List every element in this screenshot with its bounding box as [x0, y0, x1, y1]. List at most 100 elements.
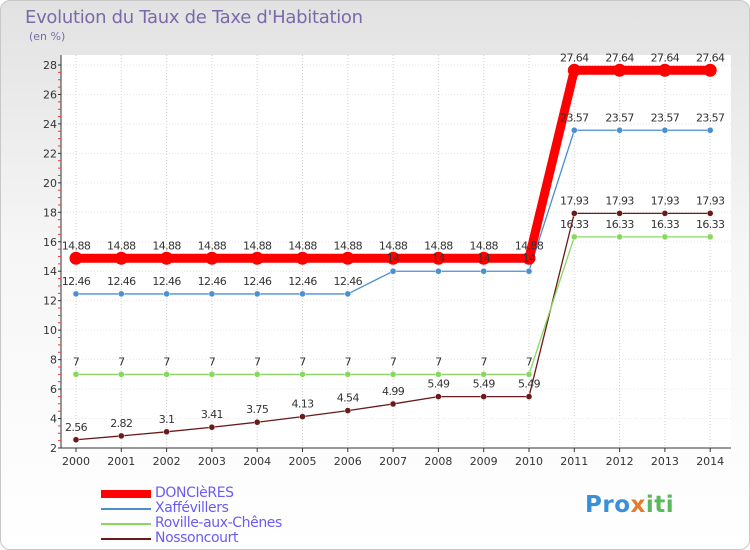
data-point	[118, 432, 125, 440]
data-point	[163, 428, 170, 435]
x-tick-label: 2001	[107, 455, 135, 468]
data-label: 3.75	[246, 403, 269, 416]
data-point	[567, 63, 581, 77]
data-point	[163, 371, 170, 378]
data-point	[163, 290, 170, 298]
data-label: 7	[526, 355, 533, 368]
x-tick-label: 2009	[470, 455, 498, 468]
data-label: 7	[299, 355, 306, 368]
chart-subtitle: (en %)	[29, 30, 66, 43]
legend-label: DONCIèRES	[155, 485, 234, 501]
data-label: 12.46	[107, 275, 136, 288]
data-point	[69, 251, 83, 265]
data-point	[250, 251, 264, 265]
legend-item: DONCIèRES	[101, 485, 361, 502]
data-point	[431, 251, 445, 265]
logo-text-1: Pro	[585, 492, 631, 518]
y-tick-label: 6	[50, 383, 57, 396]
legend-swatch	[101, 538, 151, 540]
data-point	[435, 268, 442, 275]
data-label: 12.46	[288, 275, 317, 288]
data-label: 7	[209, 355, 216, 368]
data-point	[254, 371, 261, 378]
data-point	[707, 233, 714, 241]
data-label: 2.56	[65, 421, 88, 434]
data-point	[435, 393, 442, 400]
data-label: 12.46	[152, 275, 181, 288]
data-label: 14.88	[243, 239, 272, 252]
data-label: 23.57	[605, 111, 634, 124]
proxiti-logo: Proxiti	[585, 492, 674, 518]
data-point	[616, 127, 623, 134]
data-label: 7	[254, 355, 261, 368]
legend-item: Roville-aux-Chênes	[101, 515, 361, 532]
legend-item: Xaffévillers	[101, 500, 361, 517]
x-tick-label: 2004	[243, 455, 271, 468]
data-point	[72, 290, 80, 298]
y-tick-label: 8	[50, 354, 57, 367]
data-label: 14.88	[107, 239, 136, 252]
x-tick-label: 2011	[560, 455, 588, 468]
data-point	[299, 290, 306, 298]
data-label: 5.49	[473, 378, 496, 391]
data-label: 5.49	[427, 378, 450, 391]
data-label: 3.41	[201, 408, 223, 421]
data-label: 4.99	[382, 385, 405, 398]
legend-item: Nossoncourt	[101, 530, 361, 547]
data-point	[661, 127, 669, 134]
data-point	[208, 290, 216, 298]
data-label: 2.82	[110, 417, 132, 430]
y-tick-label: 28	[43, 59, 57, 72]
data-point	[118, 290, 125, 298]
data-point	[160, 251, 174, 265]
y-tick-label: 4	[50, 413, 57, 426]
data-label: 27.64	[651, 51, 680, 64]
data-point	[661, 233, 669, 241]
x-tick-label: 2003	[198, 455, 226, 468]
data-label: 17.93	[696, 194, 725, 207]
data-label: 3.1	[159, 413, 175, 426]
data-label: 27.64	[696, 51, 725, 64]
data-point	[703, 63, 717, 77]
data-label: 16.33	[696, 218, 725, 231]
data-label: 16.33	[651, 218, 680, 231]
data-label: 14	[432, 252, 445, 265]
data-point	[205, 251, 219, 265]
data-point	[208, 371, 216, 378]
data-point	[296, 251, 309, 265]
x-tick-label: 2002	[153, 455, 181, 468]
data-label: 7	[435, 355, 442, 368]
data-point	[344, 371, 351, 378]
data-label: 14.88	[515, 239, 544, 252]
chart-title: Evolution du Taux de Taxe d'Habitation	[25, 7, 363, 28]
data-point	[344, 290, 351, 298]
data-label: 23.57	[560, 111, 589, 124]
x-tick-label: 2010	[515, 455, 543, 468]
data-label: 14.88	[62, 239, 91, 252]
data-label: 14.88	[198, 239, 227, 252]
legend-swatch	[101, 490, 151, 498]
data-label: 12.46	[334, 275, 363, 288]
legend-label: Nossoncourt	[155, 530, 239, 546]
data-point	[299, 371, 306, 378]
data-label: 12.46	[62, 275, 91, 288]
data-point	[389, 268, 397, 275]
data-point	[114, 251, 128, 265]
data-point	[386, 251, 400, 265]
data-point	[571, 127, 578, 134]
y-tick-label: 24	[43, 118, 57, 131]
data-point	[707, 127, 714, 134]
data-point	[72, 436, 80, 443]
data-label: 14.88	[424, 239, 453, 252]
data-label: 7	[163, 355, 170, 368]
x-tick-label: 2008	[424, 455, 452, 468]
legend-label: Xaffévillers	[155, 500, 229, 516]
data-point	[477, 251, 491, 265]
data-point	[525, 393, 533, 400]
data-point	[661, 210, 669, 217]
data-point	[254, 290, 261, 298]
data-point	[118, 371, 125, 378]
data-label: 16.33	[605, 218, 634, 231]
